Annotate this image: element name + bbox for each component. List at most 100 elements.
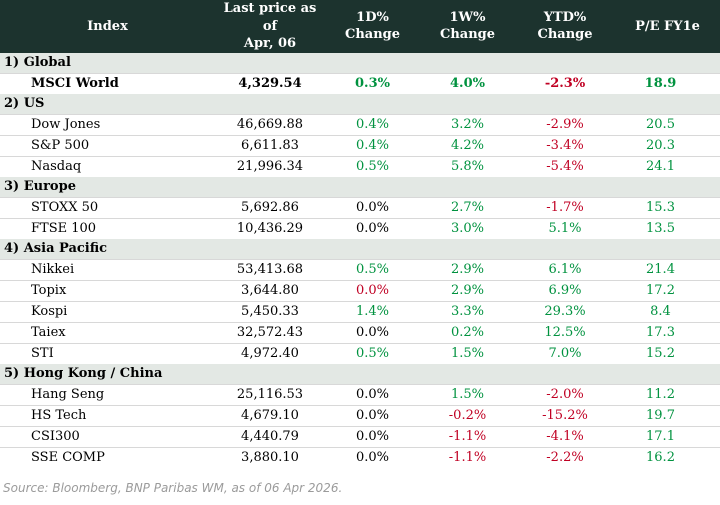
ytd-change-cell: -2.3% [515,72,615,94]
pe-fy1e-cell: 20.3 [615,134,720,157]
section-row: 2) US [0,93,720,115]
pe-fy1e-cell: 19.7 [615,404,720,427]
table-row: CSI300 4,440.79 0.0% -1.1% -4.1% 17.1 [0,425,720,448]
last-price-cell: 3,880.10 [215,446,325,468]
table-body: 1) Global MSCI World 4,329.54 0.3% 4.0% -2.3%… [0,52,720,468]
col-header-1w-change: 1W% Change [420,0,515,53]
ytd-change-cell: 5.1% [515,217,615,239]
index-name-cell: Dow Jones [0,113,215,136]
1d-change-cell: 0.4% [325,134,420,157]
table-row: Kospi 5,450.33 1.4% 3.3% 29.3% 8.4 [0,300,720,323]
section-label: 3) Europe [0,176,720,198]
1d-change-cell: 0.0% [325,217,420,239]
1w-change-cell: 2.7% [420,196,515,219]
section-row: 4) Asia Pacific [0,238,720,260]
1w-change-cell: -1.1% [420,425,515,448]
table-row: STI 4,972.40 0.5% 1.5% 7.0% 15.2 [0,342,720,364]
1w-change-cell: 3.2% [420,113,515,136]
ytd-change-cell: 6.9% [515,279,615,302]
index-name-cell: S&P 500 [0,134,215,157]
index-name-cell: MSCI World [0,72,215,94]
section-label: 2) US [0,93,720,115]
1d-change-cell: 0.5% [325,258,420,281]
1d-change-cell: 0.0% [325,321,420,344]
1w-change-cell: 5.8% [420,155,515,177]
table-row: S&P 500 6,611.83 0.4% 4.2% -3.4% 20.3 [0,134,720,157]
pe-fy1e-cell: 15.2 [615,342,720,364]
pe-fy1e-cell: 21.4 [615,258,720,281]
pe-fy1e-cell: 17.3 [615,321,720,344]
last-price-cell: 4,972.40 [215,342,325,364]
header-row: Index Last price as of Apr, 06 1D% Chang… [0,0,720,53]
table-header: Index Last price as of Apr, 06 1D% Chang… [0,0,720,53]
table-row: STOXX 50 5,692.86 0.0% 2.7% -1.7% 15.3 [0,196,720,219]
1w-change-cell: 4.0% [420,72,515,94]
table-row: FTSE 100 10,436.29 0.0% 3.0% 5.1% 13.5 [0,217,720,239]
col-header-last-price: Last price as of Apr, 06 [215,0,325,53]
index-name-cell: HS Tech [0,404,215,427]
section-label: 5) Hong Kong / China [0,363,720,385]
pe-fy1e-cell: 17.2 [615,279,720,302]
col-header-index: Index [0,0,215,53]
index-name-cell: SSE COMP [0,446,215,468]
last-price-cell: 10,436.29 [215,217,325,239]
1w-change-cell: 1.5% [420,342,515,364]
1d-change-cell: 0.0% [325,446,420,468]
last-price-cell: 3,644.80 [215,279,325,302]
table-row: Dow Jones 46,669.88 0.4% 3.2% -2.9% 20.5 [0,113,720,136]
ytd-change-cell: -2.0% [515,383,615,406]
1d-change-cell: 0.0% [325,279,420,302]
1d-change-cell: 0.4% [325,113,420,136]
col-header-ytd-change: YTD% Change [515,0,615,53]
1d-change-cell: 0.5% [325,342,420,364]
last-price-cell: 4,440.79 [215,425,325,448]
last-price-cell: 5,450.33 [215,300,325,323]
table-row: Taiex 32,572.43 0.0% 0.2% 12.5% 17.3 [0,321,720,344]
index-name-cell: CSI300 [0,425,215,448]
pe-fy1e-cell: 24.1 [615,155,720,177]
last-price-cell: 21,996.34 [215,155,325,177]
1d-change-cell: 0.0% [325,383,420,406]
index-name-cell: Nikkei [0,258,215,281]
1d-change-cell: 0.0% [325,404,420,427]
table-row: Nikkei 53,413.68 0.5% 2.9% 6.1% 21.4 [0,258,720,281]
pe-fy1e-cell: 16.2 [615,446,720,468]
index-name-cell: FTSE 100 [0,217,215,239]
last-price-cell: 6,611.83 [215,134,325,157]
index-name-cell: Topix [0,279,215,302]
section-row: 3) Europe [0,176,720,198]
1w-change-cell: -1.1% [420,446,515,468]
ytd-change-cell: -1.7% [515,196,615,219]
1w-change-cell: 3.3% [420,300,515,323]
last-price-cell: 4,329.54 [215,72,325,94]
index-name-cell: STI [0,342,215,364]
pe-fy1e-cell: 8.4 [615,300,720,323]
last-price-cell: 46,669.88 [215,113,325,136]
ytd-change-cell: 29.3% [515,300,615,323]
ytd-change-cell: 6.1% [515,258,615,281]
ytd-change-cell: -3.4% [515,134,615,157]
section-label: 1) Global [0,52,720,74]
ytd-change-cell: -4.1% [515,425,615,448]
pe-fy1e-cell: 15.3 [615,196,720,219]
last-price-cell: 53,413.68 [215,258,325,281]
ytd-change-cell: 12.5% [515,321,615,344]
ytd-change-cell: 7.0% [515,342,615,364]
1w-change-cell: 4.2% [420,134,515,157]
table-row: Hang Seng 25,116.53 0.0% 1.5% -2.0% 11.2 [0,383,720,406]
col-header-1d-change: 1D% Change [325,0,420,53]
pe-fy1e-cell: 18.9 [615,72,720,94]
index-name-cell: Hang Seng [0,383,215,406]
1w-change-cell: 1.5% [420,383,515,406]
section-row: 1) Global [0,52,720,74]
1d-change-cell: 1.4% [325,300,420,323]
pe-fy1e-cell: 11.2 [615,383,720,406]
1d-change-cell: 0.3% [325,72,420,94]
1w-change-cell: 2.9% [420,258,515,281]
pe-fy1e-cell: 13.5 [615,217,720,239]
last-price-cell: 5,692.86 [215,196,325,219]
last-price-cell: 4,679.10 [215,404,325,427]
table-row: MSCI World 4,329.54 0.3% 4.0% -2.3% 18.9 [0,72,720,94]
1w-change-cell: 2.9% [420,279,515,302]
